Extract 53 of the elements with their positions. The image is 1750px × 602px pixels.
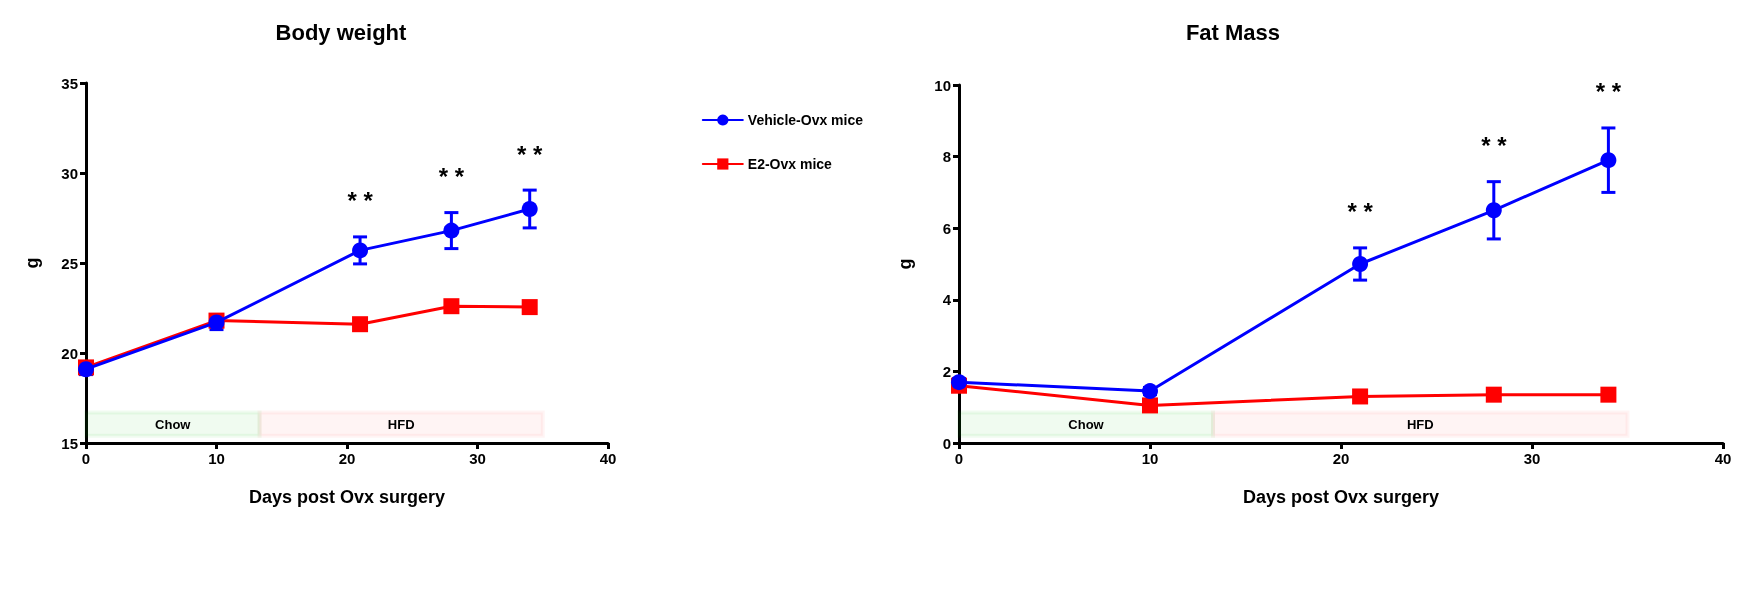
annotation: * * <box>1481 132 1508 160</box>
y-tick-label: 4 <box>942 291 952 309</box>
y-tick-label: 0 <box>942 434 951 452</box>
x-tick-label: 0 <box>954 450 964 467</box>
annotation: * * <box>347 187 374 215</box>
legend-label: Vehicle-Ovx mice <box>747 112 864 128</box>
x-tick-label: 40 <box>599 450 617 467</box>
point <box>521 201 538 217</box>
legend-label: E2-Ovx mice <box>747 156 833 172</box>
x-tick-label: 0 <box>81 450 91 467</box>
chart-title: Fat Mass <box>1185 19 1281 45</box>
point <box>1142 397 1158 414</box>
band-label: HFD <box>1406 416 1434 432</box>
point <box>1485 386 1502 403</box>
y-tick-label: 20 <box>61 344 78 362</box>
x-axis-title: Days post Ovx surgery <box>1242 487 1440 507</box>
annotation: * * <box>1595 78 1622 106</box>
annotation: * * <box>517 140 544 168</box>
x-tick-label: 10 <box>208 450 225 467</box>
point <box>1142 383 1158 400</box>
y-tick-label: 25 <box>61 254 78 272</box>
point <box>1600 386 1617 403</box>
point <box>443 298 460 315</box>
point <box>352 316 369 333</box>
y-tick-label: 10 <box>934 76 951 94</box>
point <box>1600 152 1617 169</box>
x-tick-label: 30 <box>1523 450 1541 467</box>
chart-title: Body weight <box>275 19 408 45</box>
x-tick-label: 20 <box>1332 450 1350 467</box>
y-axis-title: g <box>895 258 915 270</box>
y-tick-label: 30 <box>61 164 78 182</box>
point <box>443 222 460 239</box>
x-tick-label: 30 <box>469 450 486 467</box>
y-tick-label: 2 <box>942 362 951 380</box>
band-label: Chow <box>155 416 192 432</box>
point <box>1485 202 1502 219</box>
y-axis-title: g <box>22 257 42 269</box>
point <box>352 242 369 259</box>
y-tick-label: 15 <box>61 434 78 452</box>
x-axis-title: Days post Ovx surgery <box>248 487 446 507</box>
point <box>521 299 538 316</box>
x-tick-label: 20 <box>338 450 356 467</box>
x-tick-label: 40 <box>1714 450 1732 467</box>
point <box>1352 256 1369 272</box>
band-label: HFD <box>387 416 415 432</box>
x-tick-label: 10 <box>1141 450 1159 467</box>
y-tick-label: 6 <box>942 219 951 237</box>
point <box>1352 388 1369 405</box>
y-tick-label: 8 <box>942 148 951 166</box>
annotation: * * <box>438 163 465 191</box>
y-tick-label: 35 <box>61 74 78 92</box>
annotation: * * <box>1347 198 1374 226</box>
band-label: Chow <box>1068 416 1105 432</box>
